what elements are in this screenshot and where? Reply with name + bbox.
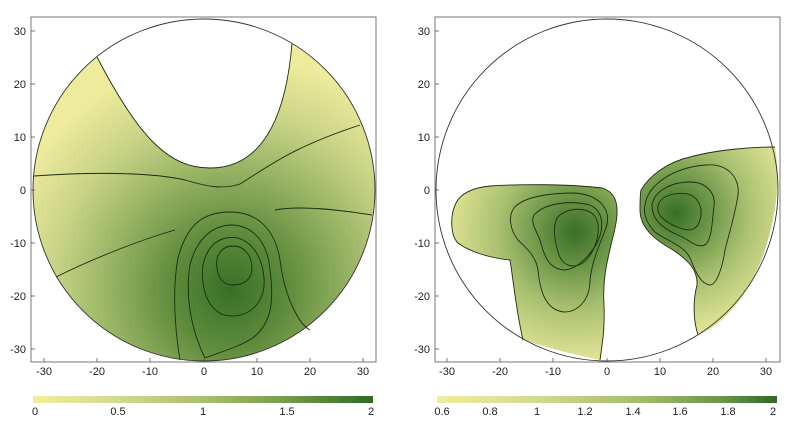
colorbar-tick-label: 2: [368, 406, 374, 418]
right-lobe-boundary: [639, 189, 699, 336]
colorbar-tick-label: 1.5: [279, 406, 294, 418]
right-contour-line: [553, 208, 599, 267]
left-colorbar: 0 0.5 1 1.5 2: [32, 396, 374, 418]
colorbar-tick-label: 1.6: [672, 406, 687, 418]
y-tick-label: -10: [10, 238, 26, 250]
right-contours: [451, 146, 776, 361]
x-tick-label: -20: [492, 366, 508, 378]
y-tick-label: 30: [418, 26, 430, 38]
right-left-lobe-fill: [451, 184, 618, 360]
right-y-ticks: 30 20 10 0 -10 -20 -30: [414, 26, 439, 356]
right-colorbar-gradient: [437, 396, 777, 403]
y-tick-label: -20: [414, 291, 430, 303]
x-tick-label: 10: [251, 366, 263, 378]
x-tick-label: 10: [654, 366, 666, 378]
right-contour-line: [532, 202, 603, 271]
right-x-ticks: -30 -20 -10 0 10 20 30: [439, 358, 772, 378]
left-plot-frame: [30, 16, 377, 363]
left-contour-line: [216, 245, 253, 286]
right-contour-line: [657, 193, 702, 231]
left-contour-line: [187, 224, 273, 359]
x-tick-label: 20: [304, 366, 316, 378]
x-tick-label: -10: [545, 366, 561, 378]
right-lobe-boundary: [455, 184, 618, 361]
left-x-ticks: -30 -20 -10 0 10 20 30: [36, 358, 369, 378]
colorbar-tick-label: 0.8: [482, 406, 497, 418]
y-tick-label: 10: [14, 132, 26, 144]
colorbar-tick-label: 1.8: [720, 406, 735, 418]
colorbar-tick-label: 1.4: [625, 406, 640, 418]
colorbar-tick-label: 1: [200, 406, 206, 418]
left-contour-line: [55, 229, 176, 278]
right-right-lobe-fill: [640, 147, 778, 335]
colorbar-tick-label: 2: [770, 406, 776, 418]
left-contour-line: [201, 237, 265, 317]
y-tick-label: -20: [10, 291, 26, 303]
right-lobe-boundary: [451, 202, 524, 341]
y-tick-label: 0: [424, 185, 430, 197]
right-contour-line: [510, 192, 608, 313]
x-tick-label: 0: [201, 366, 207, 378]
x-tick-label: -30: [439, 366, 455, 378]
y-tick-label: 20: [418, 79, 430, 91]
right-contour-line: [651, 181, 715, 247]
colorbar-tick-label: 0.6: [434, 406, 449, 418]
y-tick-label: 0: [20, 185, 26, 197]
left-contours: [33, 42, 373, 361]
x-tick-label: 0: [604, 366, 610, 378]
x-tick-label: -30: [36, 366, 52, 378]
right-lobe-boundary: [640, 146, 776, 191]
y-tick-label: 10: [418, 132, 430, 144]
x-tick-label: 30: [357, 366, 369, 378]
x-tick-label: -20: [89, 366, 105, 378]
right-contour-line: [644, 164, 739, 286]
y-tick-label: 20: [14, 79, 26, 91]
y-tick-label: 30: [14, 26, 26, 38]
left-contour-line: [174, 211, 311, 361]
right-plot-frame: [434, 16, 781, 363]
left-contour-line: [274, 207, 373, 216]
x-tick-label: 20: [707, 366, 719, 378]
right-colorbar: 0.6 0.8 1 1.2 1.4 1.6 1.8 2: [434, 396, 777, 418]
colorbar-tick-label: 0: [32, 406, 38, 418]
right-plot: -30 -20 -10 0 10 20 30 30 20 10 0 -10 -2…: [414, 16, 781, 418]
left-y-ticks: 30 20 10 0 -10 -20 -30: [10, 26, 35, 356]
colorbar-tick-label: 1: [534, 406, 540, 418]
x-tick-label: 30: [760, 366, 772, 378]
left-colorbar-gradient: [33, 396, 373, 403]
left-blank-boundary: [96, 42, 293, 169]
left-contour-line: [33, 124, 361, 188]
y-tick-label: -10: [414, 238, 430, 250]
colorbar-tick-label: 1.2: [577, 406, 592, 418]
colorbar-tick-label: 0.5: [110, 406, 125, 418]
y-tick-label: -30: [10, 344, 26, 356]
y-tick-label: -30: [414, 344, 430, 356]
x-tick-label: -10: [142, 366, 158, 378]
